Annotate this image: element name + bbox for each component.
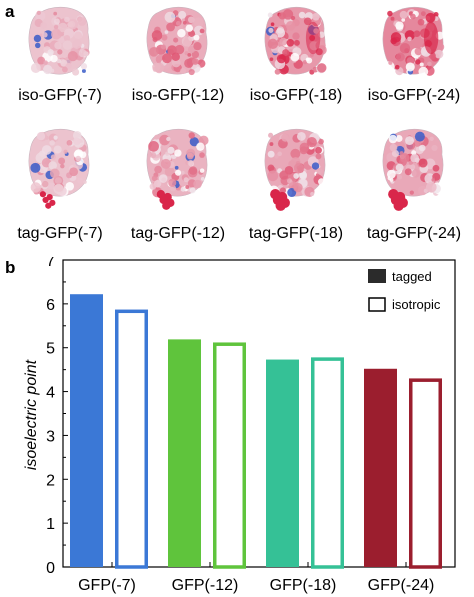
legend-swatch bbox=[368, 297, 386, 312]
legend-label: tagged bbox=[392, 269, 432, 284]
y-tick-label: 3 bbox=[46, 428, 55, 445]
charged-tag-tail bbox=[156, 190, 175, 210]
y-tick-label: 4 bbox=[46, 385, 55, 402]
iso-protein-image bbox=[28, 6, 90, 76]
tag-protein-image bbox=[28, 128, 90, 209]
y-tick-label: 6 bbox=[46, 297, 55, 314]
isotropic-bar bbox=[409, 378, 442, 569]
isotropic-bar bbox=[213, 342, 246, 569]
tag-variant-label: tag-GFP(-24) bbox=[366, 225, 462, 242]
tag-variant-label: tag-GFP(-18) bbox=[248, 225, 344, 242]
iso-variant-label: iso-GFP(-7) bbox=[18, 87, 102, 104]
iso-protein-image bbox=[146, 6, 208, 76]
tagged-bar bbox=[364, 368, 397, 567]
isoelectric-point-bar-chart: 0 1 2 3 4 5 6 7 GFP(-7) GFP(-12) GFP(-18) GFP(-24)… bbox=[23, 257, 456, 594]
iso-variant-label: iso-GFP(-18) bbox=[249, 87, 343, 104]
isotropic-bar bbox=[311, 357, 344, 569]
iso-variant-label: iso-GFP(-12) bbox=[131, 87, 225, 104]
tag-protein-image bbox=[264, 128, 326, 211]
y-tick-label: 0 bbox=[46, 560, 55, 577]
legend-swatch bbox=[368, 269, 386, 283]
tag-variant-label: tag-GFP(-7) bbox=[17, 225, 103, 242]
y-tick-label: 2 bbox=[46, 472, 55, 489]
tag-protein-image bbox=[146, 128, 209, 210]
iso-protein-image bbox=[264, 6, 327, 75]
charged-tag-tail bbox=[39, 191, 56, 209]
y-tick-label: 7 bbox=[46, 257, 55, 270]
tagged-bar bbox=[168, 339, 201, 567]
tagged-bar bbox=[266, 359, 299, 567]
chart-legend: tagged isotropic bbox=[368, 269, 441, 312]
y-tick-label: 5 bbox=[46, 341, 55, 358]
tagged-bar bbox=[70, 294, 103, 567]
x-tick-label: GFP(-18) bbox=[270, 577, 337, 594]
charged-tag-tail bbox=[270, 189, 290, 211]
y-axis-title: isoelectric point bbox=[23, 359, 40, 470]
panel-a-label: a bbox=[5, 2, 15, 21]
charged-tag-tail bbox=[388, 189, 408, 211]
x-tick-label: GFP(-7) bbox=[78, 577, 136, 594]
x-tick-label: GFP(-24) bbox=[368, 577, 435, 594]
y-tick-label: 1 bbox=[46, 516, 55, 533]
tag-variant-label: tag-GFP(-12) bbox=[130, 225, 226, 242]
iso-variant-label: iso-GFP(-24) bbox=[367, 87, 461, 104]
tag-protein-image bbox=[382, 128, 444, 211]
iso-protein-image bbox=[382, 6, 445, 77]
isotropic-bar bbox=[115, 309, 148, 569]
x-tick-label: GFP(-12) bbox=[172, 577, 239, 594]
legend-label: isotropic bbox=[392, 297, 441, 312]
panel-b-label: b bbox=[5, 258, 16, 277]
